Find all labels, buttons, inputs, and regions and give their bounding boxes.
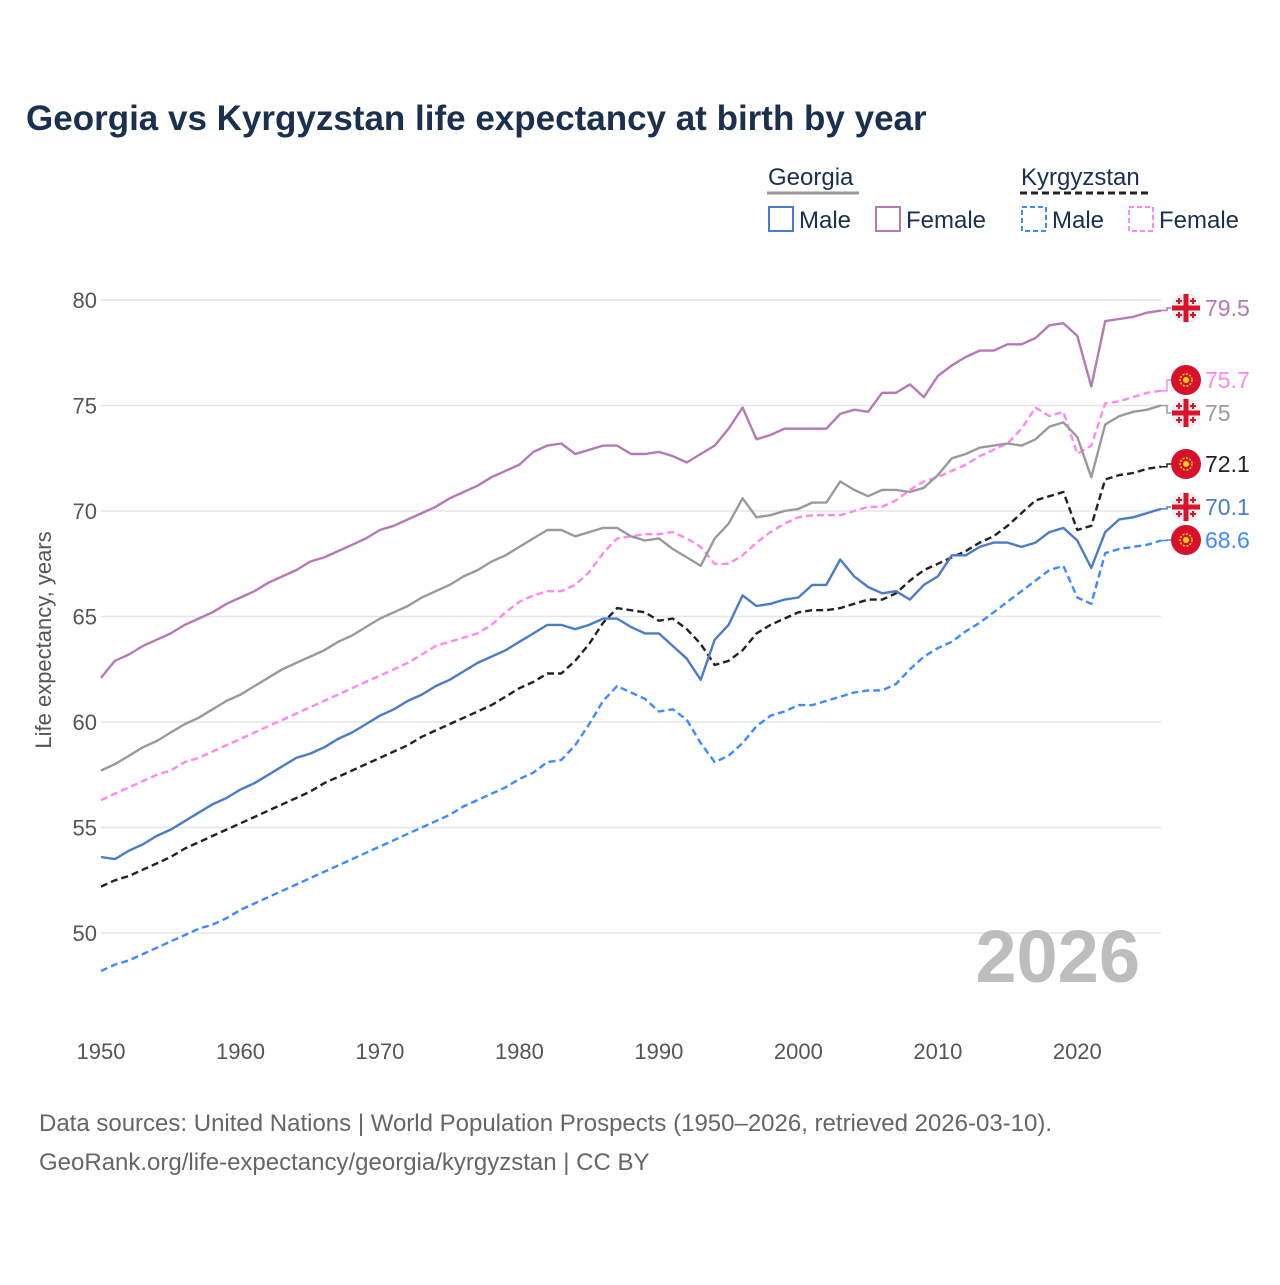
legend-kyrgyzstan-male-label: Male bbox=[1052, 207, 1104, 234]
label-connector bbox=[1161, 506, 1173, 510]
x-tick-label: 2010 bbox=[913, 1039, 962, 1064]
series-line-kyrgyzstan-female bbox=[100, 389, 1162, 802]
legend-kyrgyzstan-male-swatch bbox=[1021, 206, 1047, 232]
x-axis-ticks: 1950 1960 1970 1980 1990 2000 2010 2020 bbox=[77, 1039, 1102, 1064]
end-value-label: 75 bbox=[1205, 400, 1231, 426]
source-line-2: GeoRank.org/life-expectancy/georgia/kyrg… bbox=[39, 1149, 650, 1176]
series-line-georgia-female bbox=[100, 309, 1162, 679]
y-tick-label: 80 bbox=[73, 288, 97, 313]
end-value-label: 75.7 bbox=[1205, 367, 1250, 393]
legend-georgia-female-swatch bbox=[875, 206, 901, 232]
legend-kyrgyzstan-female-label: Female bbox=[1159, 207, 1239, 234]
series-line-kyrgyzstan-male bbox=[100, 539, 1162, 973]
series-line-georgia bbox=[100, 404, 1162, 772]
legend-group-kyrgyzstan: Kyrgyzstan bbox=[1021, 164, 1140, 191]
series-line-kyrgyzstan bbox=[100, 465, 1162, 888]
y-axis-label: Life expectancy, years bbox=[31, 531, 56, 748]
series-lines bbox=[100, 309, 1162, 973]
x-tick-label: 1990 bbox=[634, 1039, 683, 1064]
y-tick-label: 75 bbox=[73, 394, 97, 419]
kyrgyzstan-flag-icon bbox=[1171, 449, 1201, 479]
legend-group-georgia: Georgia bbox=[768, 164, 854, 191]
end-value-label: 79.5 bbox=[1205, 295, 1250, 321]
x-tick-label: 2000 bbox=[774, 1039, 823, 1064]
end-value-label: 68.6 bbox=[1205, 527, 1250, 553]
label-connector bbox=[1161, 539, 1173, 542]
legend-georgia-male-swatch bbox=[768, 206, 794, 232]
y-tick-label: 50 bbox=[73, 921, 97, 946]
x-tick-label: 2020 bbox=[1053, 1039, 1102, 1064]
chart-title: Georgia vs Kyrgyzstan life expectancy at… bbox=[26, 99, 927, 138]
legend-georgia-male-label: Male bbox=[799, 207, 851, 234]
y-tick-label: 65 bbox=[73, 605, 97, 630]
x-tick-label: 1950 bbox=[77, 1039, 126, 1064]
legend-georgia-female-label: Female bbox=[906, 207, 986, 234]
y-tick-label: 70 bbox=[73, 499, 97, 524]
x-tick-label: 1980 bbox=[495, 1039, 544, 1064]
label-connector bbox=[1161, 379, 1173, 392]
legend: Georgia Male Female Kyrgyzstan Male Fema… bbox=[767, 164, 1239, 234]
x-tick-label: 1970 bbox=[355, 1039, 404, 1064]
end-value-label: 70.1 bbox=[1205, 494, 1250, 520]
year-watermark: 2026 bbox=[975, 915, 1140, 998]
legend-kyrgyzstan-female-swatch bbox=[1128, 206, 1154, 232]
series-line-georgia-male bbox=[100, 507, 1162, 861]
kyrgyzstan-flag-icon bbox=[1171, 525, 1201, 555]
y-tick-label: 55 bbox=[73, 816, 97, 841]
end-labels: 79.5 75.7 75 72.1 70.1 68.6 bbox=[1161, 293, 1250, 555]
kyrgyzstan-flag-icon bbox=[1171, 365, 1201, 395]
label-connector bbox=[1161, 404, 1173, 414]
y-axis-ticks: 50 55 60 65 70 75 80 bbox=[73, 288, 97, 946]
georgia-flag-icon bbox=[1171, 492, 1201, 522]
end-value-label: 72.1 bbox=[1205, 451, 1250, 477]
source-line-1: Data sources: United Nations | World Pop… bbox=[39, 1110, 1052, 1137]
georgia-flag-icon bbox=[1171, 293, 1201, 323]
gridlines bbox=[101, 299, 1161, 934]
label-connector bbox=[1161, 307, 1173, 312]
y-tick-label: 60 bbox=[73, 710, 97, 735]
label-connector bbox=[1161, 463, 1173, 468]
georgia-flag-icon bbox=[1171, 398, 1201, 428]
x-tick-label: 1960 bbox=[216, 1039, 265, 1064]
